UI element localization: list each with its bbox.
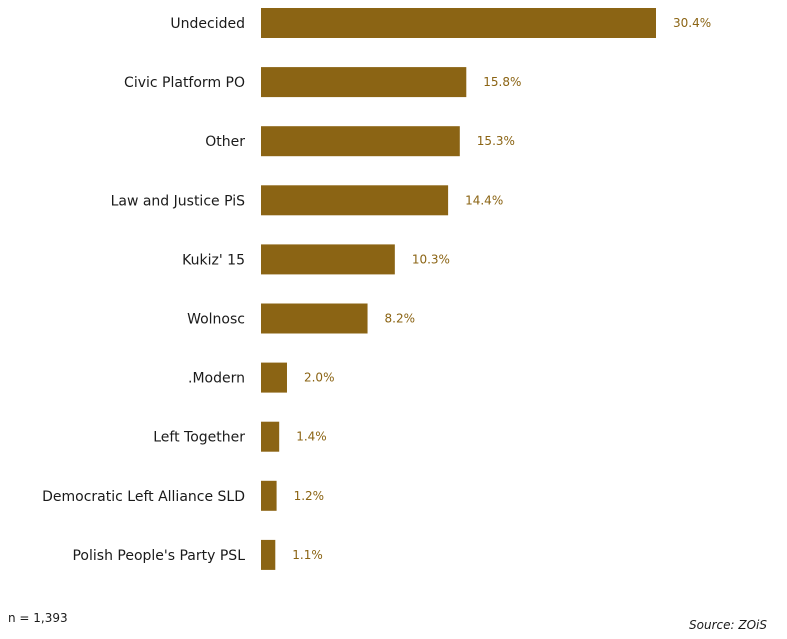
value-label: 15.8% <box>483 75 521 89</box>
bar <box>261 8 656 38</box>
bar <box>261 480 277 511</box>
category-label: Democratic Left Alliance SLD <box>42 489 245 505</box>
category-label: Undecided <box>170 16 245 32</box>
bar <box>261 185 449 216</box>
category-label: Left Together <box>153 430 245 446</box>
value-label: 1.1% <box>292 548 323 562</box>
bar <box>261 67 467 98</box>
value-label: 1.4% <box>296 430 327 444</box>
sample-size-note: n = 1,393 <box>8 611 68 625</box>
value-label: 30.4% <box>673 16 711 30</box>
bar <box>261 303 368 334</box>
bar <box>261 126 460 157</box>
category-labels: Undecided Civic Platform PO Other Law and J… <box>42 16 245 564</box>
category-label: Civic Platform PO <box>124 75 245 91</box>
bar <box>261 421 280 452</box>
value-label: 2.0% <box>304 371 335 385</box>
value-label: 8.2% <box>385 312 416 326</box>
value-label: 14.4% <box>465 193 503 207</box>
category-label: Other <box>205 134 245 150</box>
source-note: Source: ZOiS <box>689 618 767 632</box>
value-label: 10.3% <box>412 252 450 266</box>
bars <box>261 8 656 570</box>
category-label: Kukiz' 15 <box>182 252 245 268</box>
category-label: Wolnosc <box>187 312 245 328</box>
value-labels: 30.4% 15.8% 15.3% 14.4% 10.3% 8.2% 2.0% 1.4% 1.2… <box>292 16 711 562</box>
category-label: Law and Justice PiS <box>111 193 246 209</box>
bar <box>261 244 395 275</box>
value-label: 1.2% <box>294 489 325 503</box>
bar <box>261 362 287 393</box>
category-label: Polish People's Party PSL <box>72 548 245 564</box>
bar <box>261 539 276 570</box>
category-label: .Modern <box>188 371 245 387</box>
value-label: 15.3% <box>477 134 515 148</box>
